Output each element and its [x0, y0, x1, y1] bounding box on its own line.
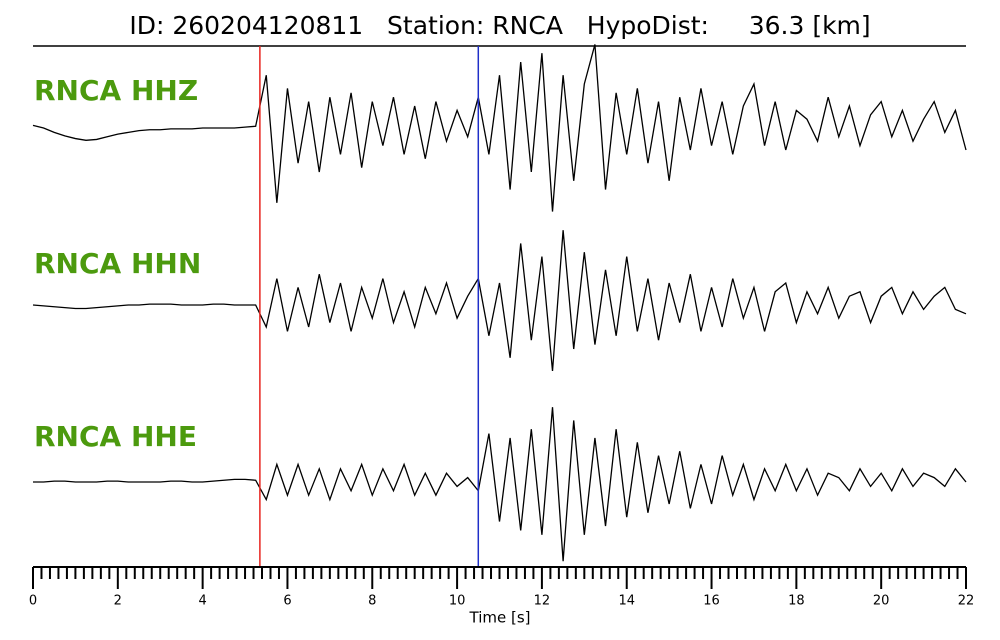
x-axis-label: Time [s] [469, 609, 531, 627]
waveform-trace [32, 230, 967, 372]
trace-label: RNCA HHZ [34, 74, 198, 107]
x-tick-label: 12 [534, 594, 551, 609]
x-tick-label: 20 [873, 594, 890, 609]
x-tick-label: 4 [198, 594, 206, 609]
x-tick-label: 2 [114, 594, 122, 609]
trace-label: RNCA HHN [34, 247, 201, 280]
x-tick-label: 18 [788, 594, 805, 609]
x-tick-label: 14 [618, 594, 635, 609]
waveform-trace [32, 44, 967, 212]
x-tick-label: 0 [29, 594, 37, 609]
x-tick-label: 6 [283, 594, 291, 609]
waveform-trace [33, 407, 967, 562]
chart-title: ID: 260204120811 Station: RNCA HypoDist:… [129, 11, 870, 40]
x-tick-label: 16 [703, 594, 720, 609]
x-tick-label: 10 [449, 594, 466, 609]
x-tick-label: 8 [368, 594, 376, 609]
x-tick-label: 22 [958, 594, 975, 609]
trace-label: RNCA HHE [34, 420, 197, 453]
